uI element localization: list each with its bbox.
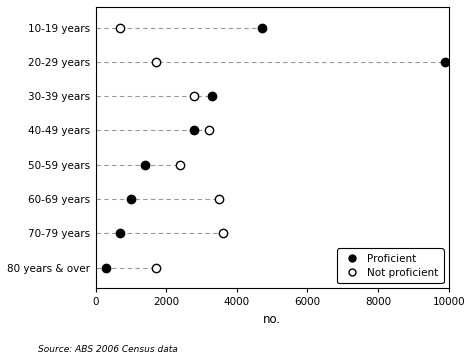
Point: [127, 196, 135, 202]
Point: [117, 25, 124, 30]
Point: [152, 265, 160, 270]
Point: [191, 127, 198, 133]
Point: [191, 93, 198, 99]
Point: [441, 59, 449, 65]
Legend: Proficient, Not proficient: Proficient, Not proficient: [337, 249, 444, 283]
Point: [141, 162, 149, 167]
Point: [258, 25, 265, 30]
Point: [117, 230, 124, 236]
Point: [102, 265, 110, 270]
Point: [219, 230, 227, 236]
Point: [215, 196, 223, 202]
Text: Source: ABS 2006 Census data: Source: ABS 2006 Census data: [38, 345, 177, 354]
Point: [177, 162, 184, 167]
X-axis label: no.: no.: [263, 313, 281, 326]
Point: [205, 127, 212, 133]
Point: [152, 59, 160, 65]
Point: [208, 93, 216, 99]
